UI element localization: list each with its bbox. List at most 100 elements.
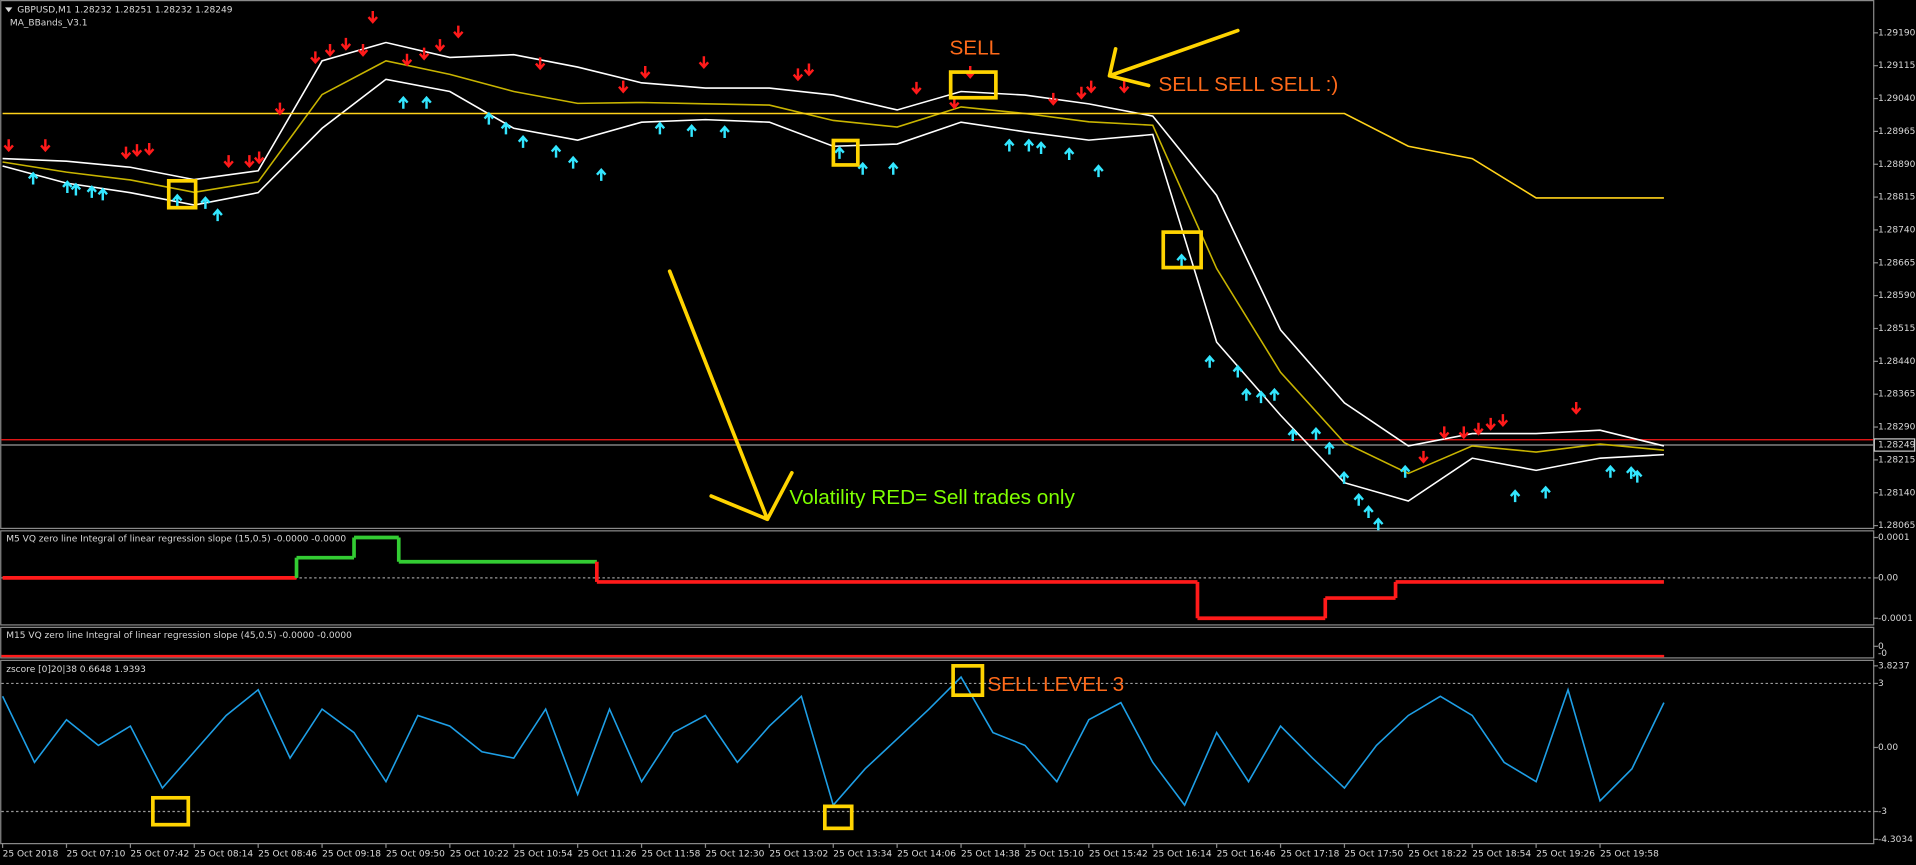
sell-arrow <box>1485 417 1496 431</box>
sell-arrow <box>1085 80 1097 94</box>
buy-arrow <box>1324 441 1335 455</box>
chart-title: GBPUSD,M1 1.28232 1.28251 1.28232 1.2824… <box>17 5 232 15</box>
sell-arrow <box>640 65 651 79</box>
main-frame <box>0 0 1875 530</box>
buy-arrow <box>1399 464 1411 478</box>
sell-arrow <box>310 51 321 65</box>
price-line <box>2 41 1665 447</box>
buy-arrow <box>1540 485 1551 499</box>
y-tick-label: -4.3034 <box>1878 835 1913 845</box>
y-tick-label: 1.28890 <box>1878 160 1916 170</box>
y-tick-label: 1.28590 <box>1878 291 1916 301</box>
buy-arrow <box>1353 492 1364 506</box>
y-tick-label: 1.28740 <box>1878 225 1916 235</box>
x-tick-label: 25 Oct 19:58 <box>1600 850 1659 860</box>
buy-arrow <box>1023 138 1035 152</box>
sell-arrow <box>1497 414 1509 428</box>
arrow <box>667 269 794 522</box>
sell-arrow <box>401 53 413 67</box>
sell-arrow <box>698 56 710 70</box>
menu-triangle[interactable] <box>5 7 13 13</box>
annotation: Volatility RED= Sell trades only <box>789 486 1075 509</box>
buy-arrow <box>1255 390 1267 404</box>
buy-arrow <box>483 111 495 125</box>
x-tick-label: 25 Oct 13:34 <box>833 850 892 860</box>
x-tick-label: 25 Oct 09:50 <box>386 850 445 860</box>
sell-arrow <box>1048 92 1059 106</box>
buy-arrow <box>1093 164 1104 178</box>
sell-arrow <box>434 39 446 52</box>
sell-arrow <box>144 142 155 156</box>
box <box>951 664 985 698</box>
box <box>831 138 860 167</box>
m15-tick-label: 0 <box>1878 642 1884 652</box>
buy-arrow <box>212 208 223 222</box>
y-tick-label: 1.28515 <box>1878 324 1915 334</box>
box <box>1161 230 1203 270</box>
buy-arrow <box>97 187 108 201</box>
x-tick-label: 25 Oct 11:58 <box>642 850 701 860</box>
buy-arrow <box>1373 517 1384 531</box>
price-box <box>1873 438 1916 452</box>
buy-arrow <box>1625 466 1637 479</box>
y-tick-label: 0.00 <box>1878 743 1898 753</box>
x-tick-label: 25 Oct 2018 <box>3 850 59 860</box>
buy-arrow <box>398 95 409 109</box>
sell-arrow <box>1076 86 1087 100</box>
x-tick-label: 25 Oct 17:50 <box>1344 850 1403 860</box>
buy-arrow <box>567 155 579 169</box>
price-label: 1.28249 <box>1878 441 1916 451</box>
y-tick-label: 1.28290 <box>1878 423 1916 433</box>
box <box>948 70 998 100</box>
sell-arrow <box>253 151 265 165</box>
price-line <box>2 60 1665 475</box>
highlight-boxes <box>151 70 1203 831</box>
y-tick-label: 3 <box>1878 679 1884 689</box>
annotation: SELL LEVEL 3 <box>987 673 1124 696</box>
sell-arrow <box>792 68 804 82</box>
sell-arrow <box>244 155 255 169</box>
y-tick-label: 1.28365 <box>1878 390 1915 400</box>
arrow <box>1107 28 1240 88</box>
buy-arrow <box>1035 141 1047 154</box>
x-tick-label: 25 Oct 16:46 <box>1217 850 1276 860</box>
buy-arrow <box>834 145 845 159</box>
m5-title: M5 VQ zero line Integral of linear regre… <box>6 534 346 544</box>
pointer-arrows <box>667 28 1240 522</box>
sell-arrow <box>324 43 336 57</box>
x-tick-label: 25 Oct 14:06 <box>897 850 956 860</box>
sell-arrow <box>803 63 815 77</box>
x-tick-label: 25 Oct 10:22 <box>450 850 509 860</box>
buy-arrow <box>1269 387 1280 401</box>
buy-arrow <box>1632 469 1643 483</box>
buy-arrow <box>421 95 432 109</box>
buy-arrow <box>1004 138 1015 152</box>
buy-arrow <box>1287 428 1298 442</box>
sell-arrow <box>357 43 369 57</box>
buy-arrow <box>1363 505 1374 519</box>
y-tick-label: 1.28065 <box>1878 521 1915 531</box>
sell-arrow <box>1571 401 1582 415</box>
buy-arrow <box>172 193 183 207</box>
x-tick-label: 25 Oct 07:10 <box>66 850 125 860</box>
x-tick-label: 25 Oct 08:46 <box>258 850 317 860</box>
buy-arrow <box>1241 387 1252 401</box>
buy-arrow <box>550 144 562 158</box>
x-tick-label: 25 Oct 13:02 <box>769 850 828 860</box>
sell-arrow <box>534 57 546 71</box>
annotation: SELL <box>949 36 1000 59</box>
y-tick-label: -3 <box>1878 807 1887 817</box>
sell-arrow <box>453 25 464 39</box>
y-tick-label: 1.28215 <box>1878 455 1915 465</box>
x-tick-label: 25 Oct 17:18 <box>1281 850 1340 860</box>
buy-arrow <box>1509 489 1521 503</box>
y-tick-label: 1.29115 <box>1878 61 1915 71</box>
buy-arrow <box>27 171 39 185</box>
m15-tick-label: -0 <box>1878 649 1887 659</box>
buy-arrow <box>686 123 697 137</box>
x-tick-label: 25 Oct 19:26 <box>1536 850 1595 860</box>
sell-arrow <box>40 139 51 153</box>
sell-arrow <box>131 144 143 158</box>
